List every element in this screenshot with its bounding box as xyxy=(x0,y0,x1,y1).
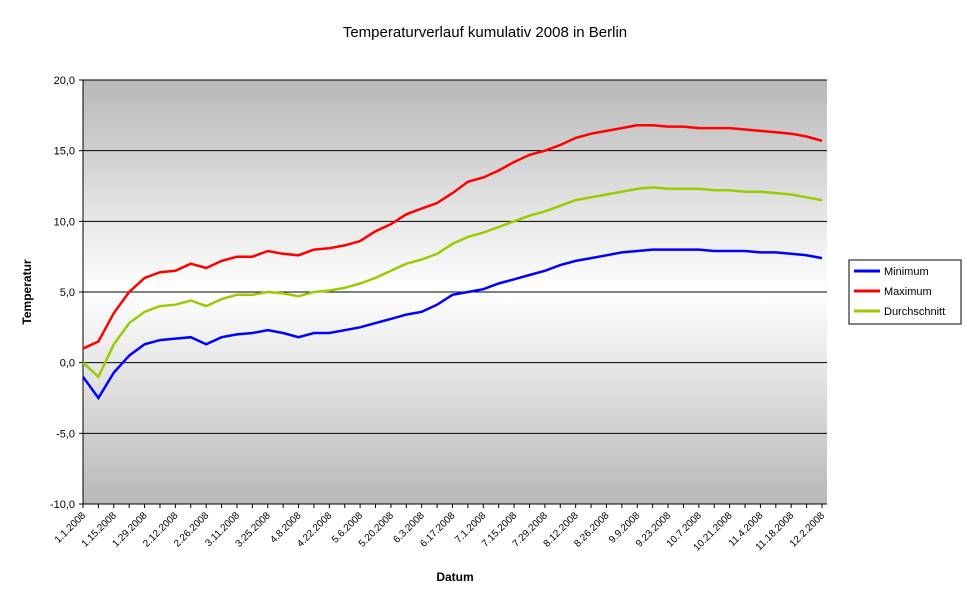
y-axis-label: Temperatur xyxy=(20,259,34,324)
x-axis-label: Datum xyxy=(436,570,473,584)
y-tick-label: 10,0 xyxy=(54,216,75,228)
series-line xyxy=(82,186,823,379)
y-tick-label: -5,0 xyxy=(56,428,75,440)
chart-title: Temperaturverlauf kumulativ 2008 in Berl… xyxy=(343,24,627,41)
legend-label: Durchschnitt xyxy=(884,306,945,318)
y-tick-label: 0,0 xyxy=(60,358,75,370)
series-line xyxy=(81,248,823,401)
y-tick-label: -10,0 xyxy=(50,499,75,511)
legend-label: Maximum xyxy=(884,286,932,298)
y-tick-label: 5,0 xyxy=(60,287,75,299)
y-tick-label: 15,0 xyxy=(54,146,75,158)
legend-label: Minimum xyxy=(884,266,929,278)
series-line xyxy=(82,123,823,350)
y-tick-label: 20,0 xyxy=(54,75,75,87)
